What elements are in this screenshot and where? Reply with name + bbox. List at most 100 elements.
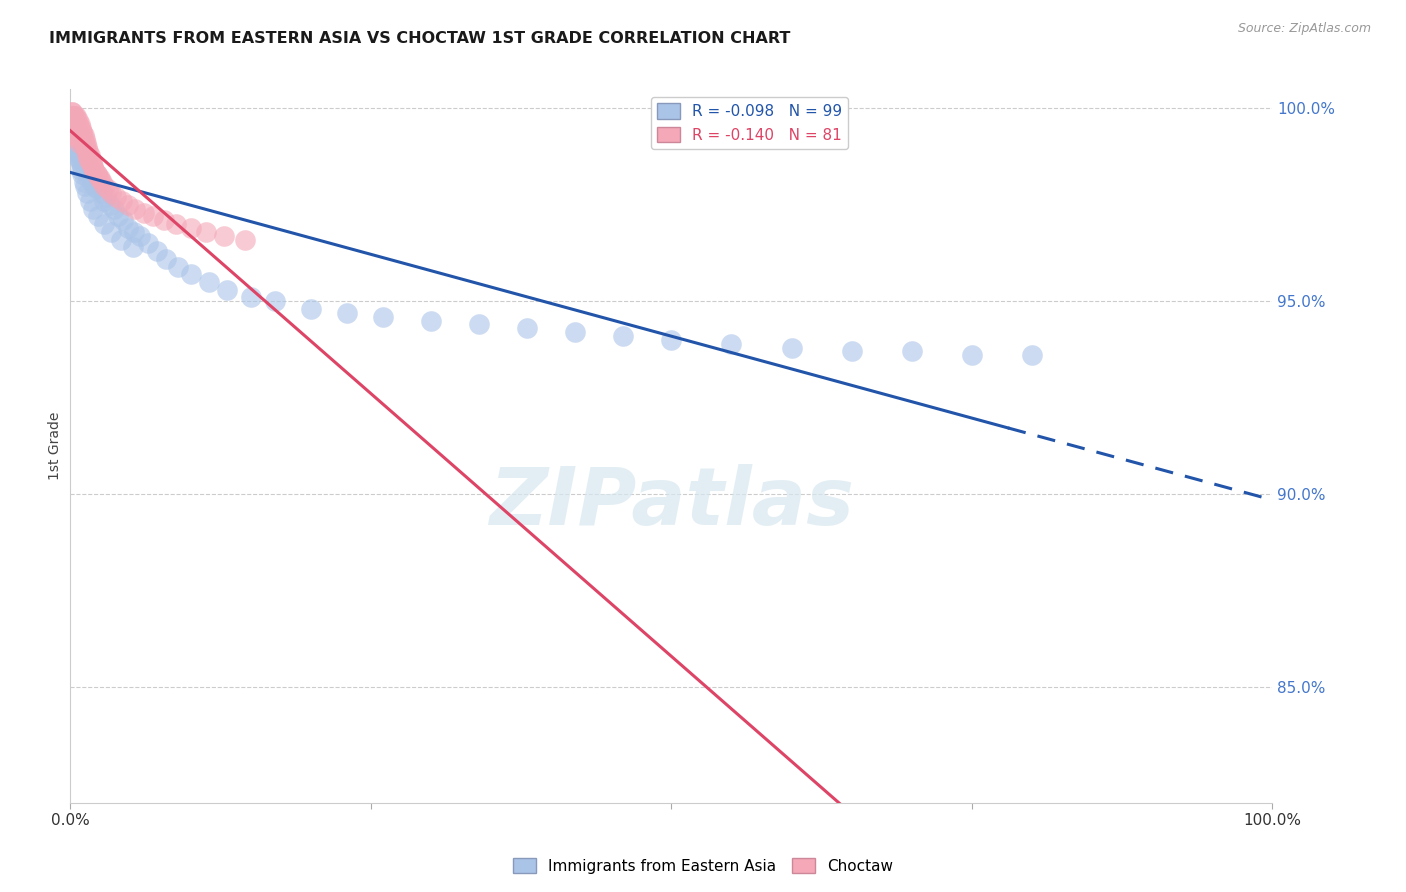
Point bbox=[73, 140, 96, 154]
Point bbox=[67, 136, 90, 151]
Point bbox=[65, 140, 87, 154]
Point bbox=[67, 152, 90, 166]
Point bbox=[82, 202, 104, 216]
Point bbox=[65, 109, 87, 123]
Point bbox=[70, 120, 93, 135]
Point bbox=[66, 117, 89, 131]
Point bbox=[80, 175, 103, 189]
Point bbox=[62, 109, 84, 123]
Point bbox=[79, 163, 101, 178]
Point bbox=[69, 132, 91, 146]
Point bbox=[79, 194, 101, 208]
Point bbox=[83, 178, 105, 193]
Point bbox=[67, 120, 90, 135]
Point bbox=[63, 128, 86, 143]
Point bbox=[80, 155, 103, 169]
Point bbox=[100, 186, 122, 201]
Text: ZIPatlas: ZIPatlas bbox=[489, 464, 853, 542]
Point bbox=[86, 167, 108, 181]
Point bbox=[66, 113, 89, 128]
Point bbox=[86, 182, 108, 196]
Point bbox=[72, 132, 94, 146]
Point bbox=[76, 186, 98, 201]
Point bbox=[72, 128, 94, 143]
Point bbox=[720, 336, 742, 351]
Point bbox=[239, 291, 262, 305]
Point bbox=[62, 125, 84, 139]
Point bbox=[960, 348, 983, 362]
Point bbox=[165, 217, 187, 231]
Point bbox=[841, 344, 863, 359]
Point bbox=[75, 163, 97, 178]
Point bbox=[70, 163, 93, 178]
Point bbox=[180, 268, 202, 282]
Point bbox=[153, 213, 176, 227]
Point bbox=[66, 125, 89, 139]
Point bbox=[67, 128, 90, 143]
Point bbox=[132, 205, 155, 219]
Point bbox=[63, 113, 86, 128]
Point bbox=[72, 140, 94, 154]
Text: Source: ZipAtlas.com: Source: ZipAtlas.com bbox=[1237, 22, 1371, 36]
Point bbox=[195, 225, 218, 239]
Point bbox=[65, 120, 87, 135]
Point bbox=[371, 310, 394, 324]
Point bbox=[73, 148, 96, 162]
Point bbox=[69, 125, 91, 139]
Point bbox=[516, 321, 538, 335]
Point bbox=[110, 233, 132, 247]
Point bbox=[62, 117, 84, 131]
Point bbox=[122, 225, 145, 239]
Point bbox=[63, 120, 86, 135]
Point bbox=[62, 136, 84, 151]
Point bbox=[63, 113, 86, 128]
Point bbox=[63, 136, 86, 151]
Point bbox=[67, 128, 90, 143]
Point bbox=[67, 120, 90, 135]
Point bbox=[138, 236, 160, 251]
Point bbox=[901, 344, 924, 359]
Point bbox=[75, 152, 97, 166]
Point bbox=[155, 252, 177, 266]
Point bbox=[72, 136, 94, 151]
Point bbox=[93, 217, 115, 231]
Point bbox=[65, 136, 87, 151]
Point bbox=[82, 159, 104, 173]
Point bbox=[63, 128, 86, 143]
Point bbox=[212, 228, 235, 243]
Point bbox=[83, 163, 105, 178]
Y-axis label: 1st Grade: 1st Grade bbox=[48, 412, 62, 480]
Point bbox=[72, 159, 94, 173]
Point bbox=[75, 136, 97, 151]
Point bbox=[62, 120, 84, 135]
Point bbox=[77, 170, 100, 185]
Point bbox=[72, 136, 94, 151]
Point bbox=[77, 159, 100, 173]
Point bbox=[67, 148, 90, 162]
Point bbox=[69, 125, 91, 139]
Point bbox=[76, 155, 98, 169]
Point bbox=[76, 140, 98, 154]
Point bbox=[93, 178, 115, 193]
Point bbox=[167, 260, 190, 274]
Point bbox=[66, 125, 89, 139]
Point bbox=[263, 294, 285, 309]
Point bbox=[420, 313, 443, 327]
Point bbox=[63, 113, 86, 128]
Point bbox=[79, 155, 101, 169]
Point bbox=[79, 148, 101, 162]
Point bbox=[1021, 348, 1043, 362]
Point bbox=[82, 170, 104, 185]
Point bbox=[96, 190, 118, 204]
Point bbox=[90, 175, 112, 189]
Point bbox=[69, 117, 91, 131]
Point bbox=[70, 128, 93, 143]
Point bbox=[90, 186, 112, 201]
Point bbox=[77, 152, 100, 166]
Point bbox=[63, 128, 86, 143]
Point bbox=[117, 198, 139, 212]
Point bbox=[233, 233, 256, 247]
Point bbox=[80, 167, 103, 181]
Point bbox=[89, 170, 111, 185]
Point bbox=[62, 128, 84, 143]
